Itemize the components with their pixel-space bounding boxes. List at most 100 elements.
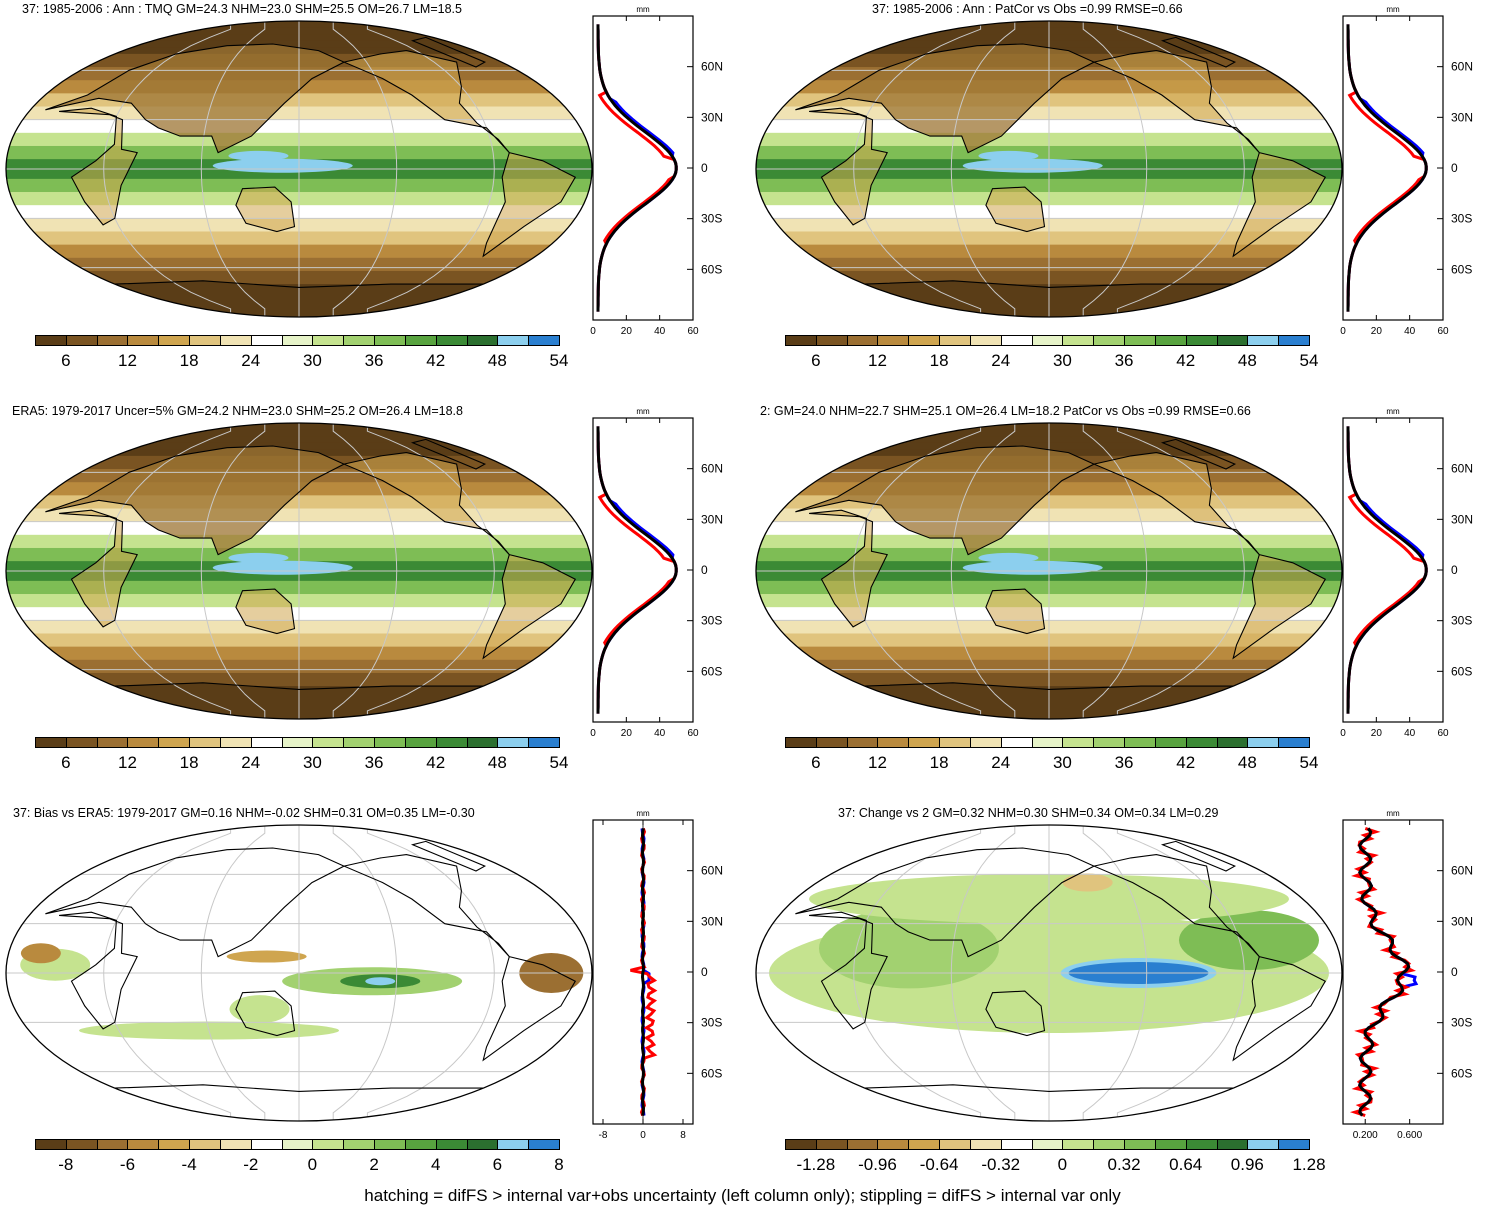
colorbar-swatch [1216, 737, 1249, 748]
colorbar-swatch [250, 737, 283, 748]
colorbar-swatch [404, 737, 437, 748]
colorbar-swatch [1278, 335, 1310, 346]
colorbar-label: -6 [119, 1155, 136, 1174]
colorbar-label: 48 [487, 351, 507, 370]
profile-frame [592, 15, 694, 321]
warm-pool [228, 552, 289, 563]
colorbar-swatch [343, 335, 376, 346]
lon-gridline [366, 825, 495, 1121]
lat-label: 30S [701, 212, 722, 226]
lat-label: 30S [701, 1016, 722, 1030]
lat-label: 60N [1451, 60, 1473, 74]
coastline-namerica [342, 854, 510, 957]
lon-gridline [200, 21, 266, 317]
colorbar-swatch [158, 737, 191, 748]
colorbar-swatch [374, 1139, 406, 1150]
colorbar-label: 12 [118, 753, 137, 772]
colorbar-swatch [404, 335, 437, 346]
colorbar-swatch [96, 1139, 129, 1150]
colorbar-label: 30 [1052, 753, 1072, 772]
coastline-australia [985, 186, 1046, 233]
coastline-samerica [482, 553, 577, 660]
colorbar-label: 30 [1052, 351, 1072, 370]
x-tick-label: 40 [654, 326, 666, 337]
land-fill-samerica [1233, 554, 1326, 659]
colorbar-swatch [374, 737, 406, 748]
profile-unit: mm [1386, 809, 1400, 818]
colorbar-label: 24 [991, 753, 1011, 772]
land-fill-africa [809, 510, 888, 627]
x-tick-label: 20 [1371, 728, 1383, 739]
coastline-africa [59, 911, 139, 1030]
land-fill-eurasia [45, 446, 345, 555]
coastline-samerica [1232, 151, 1327, 258]
colorbar-swatch [1154, 1139, 1187, 1150]
colorbar-swatch [65, 335, 98, 346]
land-fill-namerica [344, 50, 510, 153]
coastline-namerica [1092, 854, 1260, 957]
lat-label: 30S [701, 614, 722, 628]
colorbar-label: -8 [58, 1155, 74, 1174]
colorbar-swatch [1247, 1139, 1280, 1150]
zonal-profile: mm 60N 30N 0 30S 60S 0 20 40 60 [590, 5, 723, 337]
colorbar-swatch [158, 1139, 191, 1150]
colorbar-swatch [785, 1139, 817, 1150]
colorbar-label: 36 [364, 351, 384, 370]
map-field [6, 825, 592, 1121]
x-tick-label: 8 [680, 1130, 686, 1141]
colorbar-swatch [969, 1139, 1002, 1150]
warm-pool [212, 158, 353, 173]
coastline-africa [809, 509, 889, 628]
colorbar-swatch [1093, 1139, 1126, 1150]
lon-gridline [950, 423, 1016, 719]
colorbar-swatch [969, 737, 1002, 748]
colorbar-swatch [1124, 335, 1156, 346]
coastline-australia [235, 990, 296, 1037]
profile-line-blue [1346, 24, 1428, 312]
lon-gridline [366, 21, 495, 317]
colorbar-label: 36 [364, 753, 384, 772]
colorbar-label: 42 [1176, 753, 1196, 772]
lat-label: 30S [1451, 614, 1472, 628]
coastline-antarctic [864, 280, 1234, 288]
map [5, 824, 593, 1122]
coastline-australia [235, 186, 296, 233]
colorbar-swatch [846, 1139, 879, 1150]
colorbar-swatch [528, 335, 560, 346]
lon-gridline [1116, 423, 1245, 719]
colorbar-swatch [528, 737, 560, 748]
colorbar-label: 6 [492, 1155, 503, 1174]
warm-pool [962, 158, 1103, 173]
colorbar-swatch [969, 335, 1002, 346]
colorbar-label: 54 [549, 351, 569, 370]
coastline-antarctic [114, 1084, 484, 1092]
coastline-eurasia [795, 43, 1096, 154]
footer-caption: hatching = difFS > internal var+obs unce… [364, 1186, 1121, 1205]
lat-label: 60N [1451, 462, 1473, 476]
map-outline [5, 20, 593, 318]
colorbar-swatch [96, 737, 129, 748]
colorbar-swatch [219, 737, 252, 748]
colorbar-label: 54 [1299, 753, 1319, 772]
lat-label: 0 [701, 965, 708, 979]
x-tick-label: 40 [1404, 326, 1416, 337]
lon-gridline [950, 825, 1016, 1121]
coastline-antarctic [114, 682, 484, 690]
colorbar-label: 36 [1114, 351, 1134, 370]
colorbar-swatch [528, 1139, 560, 1150]
colorbar-swatch [96, 335, 129, 346]
colorbar-label: 18 [929, 351, 949, 370]
colorbar-swatch [281, 335, 314, 346]
land-fill-samerica [483, 554, 576, 659]
colorbar-swatch [466, 737, 499, 748]
map-outline [5, 824, 593, 1122]
map-field [756, 825, 1342, 1121]
colorbar: 6 12 18 24 30 36 42 48 54 [35, 335, 568, 375]
coastline-greenland [410, 840, 487, 872]
colorbar-swatch [1247, 737, 1280, 748]
colorbar-swatch [877, 335, 910, 346]
warm-pool [962, 560, 1103, 575]
colorbar-label: 8 [554, 1155, 564, 1174]
bias-negative [226, 950, 307, 963]
panel-title: 37: 1985-2006 : Ann : PatCor vs Obs =0.9… [872, 2, 1183, 16]
